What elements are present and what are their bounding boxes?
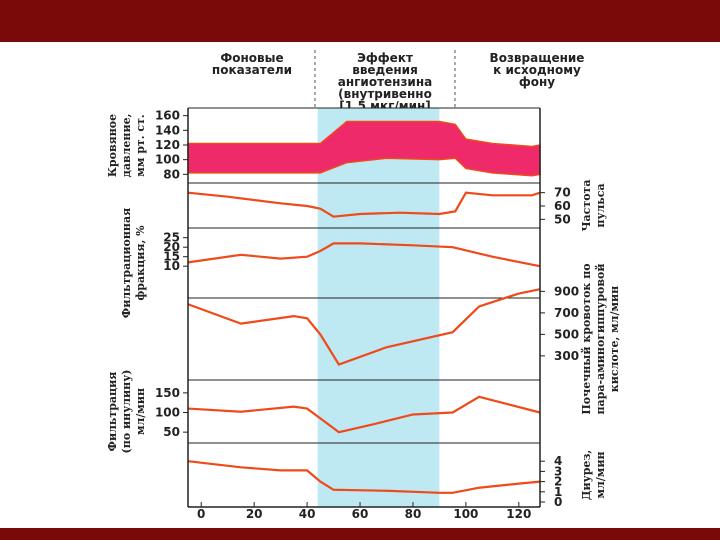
tick-label-inulin_filtration: 150 — [155, 386, 180, 400]
axis-label-line: Кровяное — [106, 114, 119, 177]
axis-label-line: фракция, % — [134, 225, 147, 301]
x-tick-label: 60 — [352, 507, 369, 521]
tick-label-renal_blood_flow: 700 — [554, 306, 579, 320]
axis-label-blood_pressure: Кровяное давление, мм рт. ст. — [106, 114, 147, 178]
tick-label-filtration_fraction: 15 — [163, 250, 180, 264]
tick-label-diuresis: 2 — [554, 475, 562, 489]
tick-label-renal_blood_flow: 900 — [554, 284, 579, 298]
tick-label-pulse_rate: 60 — [554, 199, 571, 213]
axis-label-inulin_filtration: Фильтрация (по инулину) мл/мин — [106, 370, 147, 454]
series-line-renal_blood_flow — [187, 288, 541, 366]
axis-label-line: мл/мин — [134, 388, 147, 435]
tick-label-inulin_filtration: 100 — [155, 406, 180, 420]
series-line-pulse_rate — [187, 191, 541, 218]
tick-label-diuresis: 1 — [554, 485, 562, 499]
bottom-strip — [0, 528, 720, 540]
phase2-line2: введения — [352, 63, 418, 77]
tick-label-blood_pressure: 160 — [155, 109, 180, 123]
axis-label-line: (по инулину) — [120, 370, 133, 454]
tick-label-inulin_filtration: 50 — [163, 425, 180, 439]
tick-label-blood_pressure: 140 — [155, 123, 180, 137]
axis-label-line: Частота — [580, 180, 593, 232]
phase-header-2: Эффект введения ангиотензина (внутривенн… — [338, 51, 432, 113]
axis-label-line: Диурез, — [580, 450, 593, 501]
x-tick-label: 40 — [299, 507, 316, 521]
axis-label-filtration_fraction: Фильтрационная фракция, % — [120, 208, 147, 318]
infusion-highlight — [317, 108, 440, 507]
series-line-filtration_fraction — [187, 242, 541, 268]
x-tick-label: 120 — [506, 507, 531, 521]
tick-label-pulse_rate: 70 — [554, 186, 571, 200]
axis-label-line: кислоте, мл/мин — [608, 286, 621, 392]
phase2-line3: ангиотензина — [338, 75, 432, 89]
x-tick-label: 20 — [246, 507, 263, 521]
x-tick-label: 0 — [197, 507, 205, 521]
tick-label-filtration_fraction: 20 — [163, 240, 180, 254]
axis-label-pulse_rate: Частота пульса — [580, 180, 607, 232]
phase2-line1: Эффект — [357, 51, 413, 65]
axis-label-renal_blood_flow: Почечный кровоток по пара-аминогиппуровой… — [580, 263, 621, 414]
tick-label-renal_blood_flow: 300 — [554, 349, 579, 363]
axis-label-line: пара-аминогиппуровой — [594, 263, 607, 414]
x-tick-label: 100 — [453, 507, 478, 521]
phase1-line2: показатели — [212, 63, 292, 77]
tick-label-filtration_fraction: 10 — [163, 259, 180, 273]
phase1-line1: Фоновые — [220, 51, 283, 65]
axis-label-line: Фильтрационная — [120, 208, 133, 318]
series-line-diuresis — [187, 460, 541, 494]
phase3-line3: фону — [519, 75, 555, 89]
x-tick-label: 80 — [405, 507, 422, 521]
tick-label-blood_pressure: 80 — [163, 167, 180, 181]
phase-header-3: Возвращение к исходному фону — [490, 51, 585, 89]
tick-label-blood_pressure: 120 — [155, 138, 180, 152]
phase2-line4: (внутривенно — [338, 87, 432, 101]
tick-label-diuresis: 0 — [554, 495, 562, 509]
phase3-line2: к исходному — [493, 63, 581, 77]
phase3-line1: Возвращение — [490, 51, 585, 65]
series-line-inulin_filtration — [187, 395, 541, 434]
axis-label-line: мл/мин — [594, 451, 607, 498]
axis-label-diuresis: Диурез, мл/мин — [580, 450, 607, 501]
tick-label-pulse_rate: 50 — [554, 212, 571, 226]
tick-label-renal_blood_flow: 500 — [554, 327, 579, 341]
axis-label-line: давление, — [120, 114, 133, 178]
phase-header-1: Фоновые показатели — [212, 51, 292, 77]
tick-label-filtration_fraction: 25 — [163, 231, 180, 245]
tick-label-diuresis: 4 — [554, 454, 562, 468]
tick-label-blood_pressure: 100 — [155, 153, 180, 167]
axis-label-line: Почечный кровоток по — [580, 263, 593, 414]
axis-label-line: Фильтрация — [106, 372, 119, 452]
tick-label-diuresis: 3 — [554, 464, 562, 478]
axis-label-line: мм рт. ст. — [134, 114, 147, 176]
axis-label-line: пульса — [594, 183, 607, 227]
